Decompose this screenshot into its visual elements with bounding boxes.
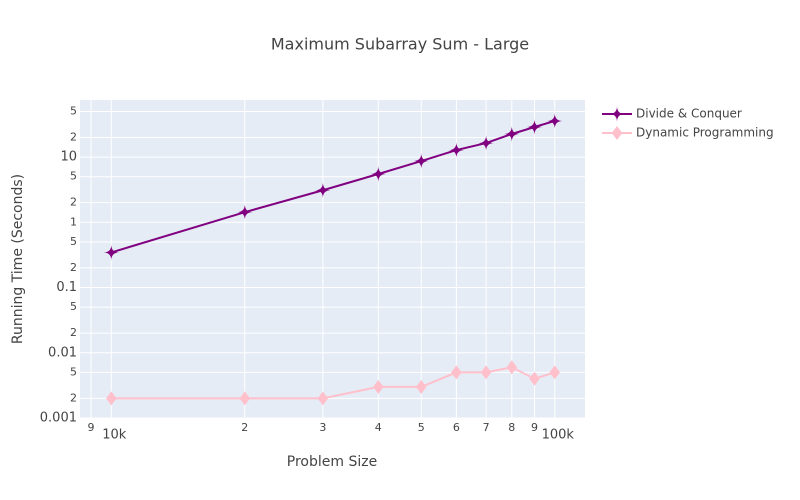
x-tick-label: 9 xyxy=(88,421,95,434)
data-point xyxy=(503,125,520,142)
plot-area xyxy=(80,100,585,418)
x-tick-label: 10k xyxy=(102,428,127,443)
y-tick-label: 2 xyxy=(70,326,77,339)
y-tick-label: 2 xyxy=(70,391,77,404)
data-point xyxy=(239,391,251,406)
data-point xyxy=(103,244,120,261)
x-tick-label: 9 xyxy=(531,421,538,434)
legend-item: Dynamic Programming xyxy=(602,126,774,140)
data-point xyxy=(236,204,253,221)
y-tick-label: 5 xyxy=(70,235,77,248)
data-point xyxy=(451,365,462,380)
x-axis-title: Problem Size xyxy=(287,454,377,470)
data-point xyxy=(317,391,329,406)
legend-marker xyxy=(609,106,625,122)
y-tick-label: 5 xyxy=(70,170,77,183)
legend-label: Dynamic Programming xyxy=(636,126,774,140)
legend-item: Divide & Conquer xyxy=(602,106,742,122)
data-point xyxy=(478,135,495,152)
x-tick-label: 6 xyxy=(453,421,460,434)
data-point xyxy=(549,365,561,380)
y-tick-label: 2 xyxy=(70,130,77,143)
data-point xyxy=(529,371,540,386)
y-tick-label: 5 xyxy=(70,300,77,313)
x-tick-label: 4 xyxy=(375,421,382,434)
legend-marker xyxy=(611,126,623,140)
x-tick-label: 5 xyxy=(418,421,425,434)
y-tick-label: 0.001 xyxy=(40,411,77,426)
data-point xyxy=(370,166,387,183)
y-tick-label: 5 xyxy=(70,104,77,117)
data-point xyxy=(526,119,543,136)
data-point xyxy=(506,360,518,375)
x-tick-label: 7 xyxy=(483,421,490,434)
series-line xyxy=(111,119,556,254)
x-tick-label: 100k xyxy=(542,428,575,443)
data-point xyxy=(106,391,117,406)
y-tick-label: 0.1 xyxy=(56,280,77,295)
series-line xyxy=(111,366,556,400)
y-tick-label: 2 xyxy=(70,261,77,274)
legend-label: Divide & Conquer xyxy=(636,107,742,121)
y-tick-label: 1 xyxy=(70,215,77,228)
data-point xyxy=(546,112,563,129)
data-point xyxy=(314,182,331,199)
y-tick-label: 0.01 xyxy=(48,345,77,360)
y-tick-label: 10 xyxy=(60,150,77,165)
x-tick-label: 8 xyxy=(508,421,515,434)
chart-title: Maximum Subarray Sum - Large xyxy=(271,35,529,54)
data-point xyxy=(413,153,430,170)
x-tick-label: 2 xyxy=(241,421,248,434)
data-point xyxy=(448,142,465,159)
x-tick-label: 3 xyxy=(319,421,326,434)
y-tick-label: 5 xyxy=(70,365,77,378)
y-axis-title: Running Time (Seconds) xyxy=(10,174,26,344)
y-tick-label: 2 xyxy=(70,196,77,209)
data-point xyxy=(416,379,427,394)
data-point xyxy=(480,365,492,380)
data-point xyxy=(373,379,384,394)
